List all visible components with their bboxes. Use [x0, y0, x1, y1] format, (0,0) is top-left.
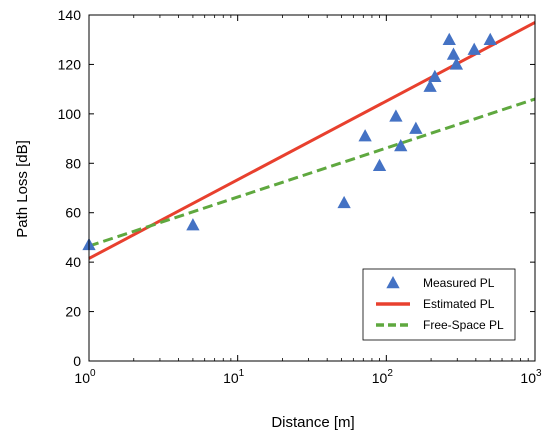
plot-content — [82, 21, 536, 260]
data-point — [409, 121, 423, 134]
data-point — [449, 57, 464, 70]
data-point — [394, 138, 408, 152]
data-point — [186, 218, 200, 231]
data-point — [372, 158, 387, 172]
legend-label: Measured PL — [423, 276, 495, 290]
x-tick-label: 101 — [223, 368, 245, 386]
series-line — [88, 21, 536, 260]
y-tick-label: 80 — [65, 155, 81, 171]
y-axis-title: Path Loss [dB] — [14, 140, 31, 238]
x-tick-label: 103 — [520, 368, 542, 386]
y-tick-label: 120 — [58, 56, 82, 72]
plot-frame — [88, 14, 536, 362]
data-point — [337, 195, 351, 209]
y-tick-label: 40 — [65, 254, 81, 270]
data-point — [442, 32, 456, 45]
legend: Measured PL Estimated PL Free-Space PL — [362, 268, 516, 341]
y-tick-label: 0 — [73, 353, 81, 369]
legend-box — [362, 268, 516, 341]
data-point — [423, 79, 437, 92]
data-point — [483, 32, 497, 45]
data-point — [467, 42, 481, 55]
data-point — [446, 47, 461, 60]
axis-ticks: 0 20 40 60 80 100 120 140 100 101 102 103 — [58, 7, 542, 386]
series-line — [88, 97, 536, 248]
y-tick-label: 60 — [65, 205, 81, 221]
legend-label: Free-Space PL — [423, 318, 504, 332]
legend-label: Estimated PL — [423, 297, 495, 311]
y-tick-label: 140 — [58, 7, 82, 23]
y-tick-label: 100 — [58, 106, 82, 122]
x-tick-label: 100 — [74, 368, 96, 386]
data-point — [428, 69, 442, 83]
x-axis-title: Distance [m] — [271, 414, 354, 431]
y-tick-label: 20 — [65, 304, 81, 320]
legend-marker — [386, 276, 400, 289]
data-point — [389, 109, 403, 122]
x-tick-label: 102 — [372, 368, 394, 386]
data-point — [358, 129, 372, 142]
